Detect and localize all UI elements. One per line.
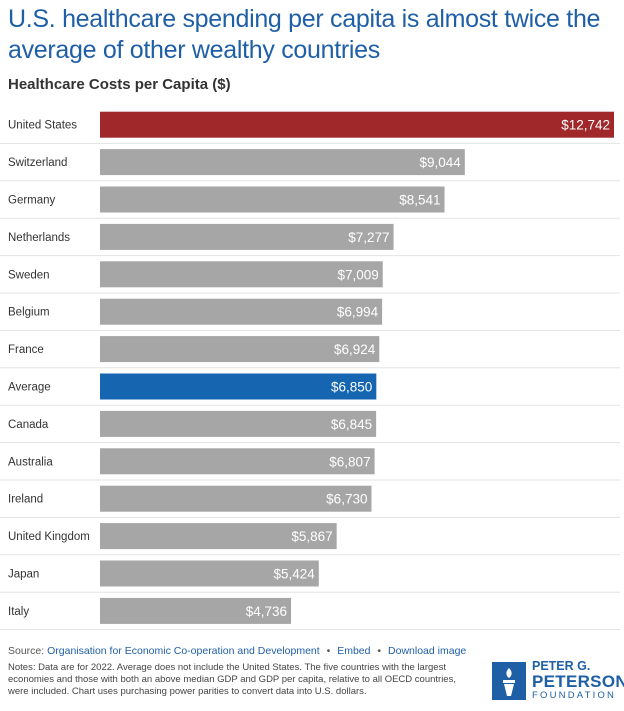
bar-chart: United States $12,742 Switzerland $9,044 Ger… bbox=[0, 111, 620, 631]
category-label-ireland: Ireland bbox=[8, 494, 43, 506]
logo-line-2: PETERSON bbox=[532, 672, 624, 691]
bar-united-kingdom[interactable] bbox=[100, 523, 337, 550]
category-label-germany: Germany bbox=[8, 195, 56, 207]
separator-dot: • bbox=[326, 645, 331, 657]
value-label-australia: $6,807 bbox=[329, 454, 370, 469]
bar-australia[interactable] bbox=[100, 448, 375, 475]
category-label-france: France bbox=[8, 344, 44, 356]
chart-subtitle: Healthcare Costs per Capita ($) bbox=[8, 76, 231, 93]
value-label-switzerland: $9,044 bbox=[420, 155, 462, 170]
bar-germany[interactable] bbox=[100, 186, 445, 213]
value-label-ireland: $6,730 bbox=[326, 492, 367, 507]
logo-text: PETER G. PETERSON FOUNDATION bbox=[532, 659, 624, 702]
category-label-italy: Italy bbox=[8, 606, 29, 618]
embed-link[interactable]: Embed bbox=[337, 645, 371, 657]
value-label-germany: $8,541 bbox=[399, 193, 440, 208]
bar-netherlands[interactable] bbox=[100, 223, 394, 250]
source-line: Source: Organisation for Economic Co-ope… bbox=[8, 645, 466, 657]
bar-switzerland[interactable] bbox=[100, 149, 465, 176]
category-label-canada: Canada bbox=[8, 419, 49, 431]
category-label-australia: Australia bbox=[8, 456, 53, 468]
bar-italy[interactable] bbox=[100, 597, 292, 624]
value-label-united-states: $12,742 bbox=[561, 118, 610, 133]
category-label-japan: Japan bbox=[8, 569, 39, 581]
download-image-link[interactable]: Download image bbox=[388, 645, 467, 657]
value-label-japan: $5,424 bbox=[274, 567, 316, 582]
bar-belgium[interactable] bbox=[100, 298, 383, 325]
category-label-united-kingdom: United Kingdom bbox=[8, 531, 90, 543]
bar-sweden[interactable] bbox=[100, 261, 383, 288]
value-label-sweden: $7,009 bbox=[337, 267, 378, 282]
source-prefix: Source: bbox=[8, 645, 45, 657]
separator-dot: • bbox=[377, 645, 382, 657]
value-label-italy: $4,736 bbox=[246, 604, 287, 619]
category-label-switzerland: Switzerland bbox=[8, 157, 67, 169]
bar-canada[interactable] bbox=[100, 410, 377, 437]
category-label-united-states: United States bbox=[8, 120, 77, 132]
peterson-foundation-logo[interactable]: PETER G. PETERSON FOUNDATION bbox=[492, 659, 624, 704]
value-label-average: $6,850 bbox=[331, 380, 372, 395]
category-label-sweden: Sweden bbox=[8, 269, 50, 281]
value-label-belgium: $6,994 bbox=[337, 305, 379, 320]
bar-france[interactable] bbox=[100, 336, 380, 363]
value-label-united-kingdom: $5,867 bbox=[291, 529, 332, 544]
bar-ireland[interactable] bbox=[100, 485, 372, 512]
category-label-average: Average bbox=[8, 382, 51, 394]
torch-icon bbox=[492, 662, 526, 700]
value-label-france: $6,924 bbox=[334, 342, 376, 357]
category-label-netherlands: Netherlands bbox=[8, 232, 70, 244]
logo-line-1: PETER G. bbox=[532, 659, 591, 673]
bar-japan[interactable] bbox=[100, 560, 319, 587]
chart-notes: Notes: Data are for 2022. Average does n… bbox=[8, 662, 456, 697]
logo-line-3: FOUNDATION bbox=[532, 690, 617, 701]
bar-average[interactable] bbox=[100, 373, 377, 400]
value-label-canada: $6,845 bbox=[331, 417, 372, 432]
category-label-belgium: Belgium bbox=[8, 307, 50, 319]
bar-united-states[interactable] bbox=[100, 111, 614, 138]
source-link[interactable]: Organisation for Economic Co-operation a… bbox=[47, 645, 320, 657]
chart-title: U.S. healthcare spending per capita is a… bbox=[8, 5, 601, 64]
value-label-netherlands: $7,277 bbox=[348, 230, 389, 245]
